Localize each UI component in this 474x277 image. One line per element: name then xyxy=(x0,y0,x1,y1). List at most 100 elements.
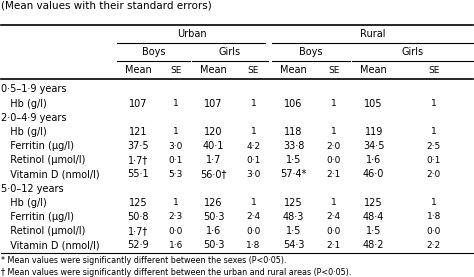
Text: 0·0: 0·0 xyxy=(169,227,183,236)
Text: SE: SE xyxy=(428,66,439,75)
Text: 1·7: 1·7 xyxy=(206,155,221,165)
Text: Hb (g/l): Hb (g/l) xyxy=(4,198,46,208)
Text: 0·1: 0·1 xyxy=(169,156,183,165)
Text: Retinol (μmol/l): Retinol (μmol/l) xyxy=(4,155,85,165)
Text: 1: 1 xyxy=(431,99,437,108)
Text: Ferritin (μg/l): Ferritin (μg/l) xyxy=(4,141,74,151)
Text: 2·4: 2·4 xyxy=(246,212,261,222)
Text: 1: 1 xyxy=(331,198,337,207)
Text: 1: 1 xyxy=(173,127,179,136)
Text: 0·0: 0·0 xyxy=(327,156,341,165)
Text: 46·0: 46·0 xyxy=(363,170,384,179)
Text: 1·5: 1·5 xyxy=(366,226,382,236)
Text: 1: 1 xyxy=(251,99,256,108)
Text: † Mean values were significantly different between the urban and rural areas (P<: † Mean values were significantly differe… xyxy=(1,268,352,277)
Text: 1: 1 xyxy=(431,198,437,207)
Text: 55·1: 55·1 xyxy=(127,170,149,179)
Text: 56·0†: 56·0† xyxy=(200,170,227,179)
Text: 126: 126 xyxy=(204,198,223,208)
Text: 107: 107 xyxy=(204,99,223,109)
Text: (Mean values with their standard errors): (Mean values with their standard errors) xyxy=(1,1,212,11)
Text: 1·8: 1·8 xyxy=(427,212,441,222)
Text: 50·3: 50·3 xyxy=(203,240,224,250)
Text: 50·8: 50·8 xyxy=(128,212,149,222)
Text: 37·5: 37·5 xyxy=(127,141,149,151)
Text: 33·8: 33·8 xyxy=(283,141,304,151)
Text: 0·0: 0·0 xyxy=(246,227,261,236)
Text: 0·1: 0·1 xyxy=(427,156,441,165)
Text: 1·7†: 1·7† xyxy=(128,155,148,165)
Text: 2·4: 2·4 xyxy=(327,212,341,222)
Text: 52·9: 52·9 xyxy=(127,240,149,250)
Text: Hb (g/l): Hb (g/l) xyxy=(4,127,46,137)
Text: * Mean values were significantly different between the sexes (P<0·05).: * Mean values were significantly differe… xyxy=(1,256,287,265)
Text: 2·2: 2·2 xyxy=(427,241,441,250)
Text: Mean: Mean xyxy=(280,65,307,75)
Text: Girls: Girls xyxy=(219,47,241,57)
Text: 2·0: 2·0 xyxy=(327,142,341,151)
Text: 1: 1 xyxy=(251,127,256,136)
Text: SE: SE xyxy=(170,66,182,75)
Text: 57·4*: 57·4* xyxy=(280,170,307,179)
Text: 1·6: 1·6 xyxy=(169,241,183,250)
Text: 34·5: 34·5 xyxy=(363,141,384,151)
Text: 2·0: 2·0 xyxy=(427,170,441,179)
Text: 1: 1 xyxy=(173,99,179,108)
Text: 0·1: 0·1 xyxy=(246,156,261,165)
Text: 106: 106 xyxy=(284,99,303,109)
Text: 3·0: 3·0 xyxy=(246,170,261,179)
Text: 1·6: 1·6 xyxy=(206,226,221,236)
Text: 2·1: 2·1 xyxy=(327,170,341,179)
Text: Girls: Girls xyxy=(401,47,424,57)
Text: Vitamin D (nmol/l): Vitamin D (nmol/l) xyxy=(4,170,100,179)
Text: SE: SE xyxy=(248,66,259,75)
Text: 4·2: 4·2 xyxy=(246,142,261,151)
Text: 1·7†: 1·7† xyxy=(128,226,148,236)
Text: 3·0: 3·0 xyxy=(169,142,183,151)
Text: 125: 125 xyxy=(284,198,303,208)
Text: 125: 125 xyxy=(129,198,147,208)
Text: Boys: Boys xyxy=(300,47,323,57)
Text: Rural: Rural xyxy=(360,29,385,39)
Text: 2·3: 2·3 xyxy=(169,212,183,222)
Text: Urban: Urban xyxy=(177,29,207,39)
Text: 40·1: 40·1 xyxy=(203,141,224,151)
Text: 48·2: 48·2 xyxy=(363,240,384,250)
Text: 0·5–1·9 years: 0·5–1·9 years xyxy=(1,84,67,94)
Text: 1·5: 1·5 xyxy=(286,226,301,236)
Text: Vitamin D (nmol/l): Vitamin D (nmol/l) xyxy=(4,240,100,250)
Text: Ferritin (μg/l): Ferritin (μg/l) xyxy=(4,212,74,222)
Text: 5·0–12 years: 5·0–12 years xyxy=(1,184,64,194)
Text: Retinol (μmol/l): Retinol (μmol/l) xyxy=(4,226,85,236)
Text: 1·6: 1·6 xyxy=(366,155,381,165)
Text: 48·3: 48·3 xyxy=(283,212,304,222)
Text: 107: 107 xyxy=(129,99,147,109)
Text: 105: 105 xyxy=(365,99,383,109)
Text: 1·5: 1·5 xyxy=(286,155,301,165)
Text: 48·4: 48·4 xyxy=(363,212,384,222)
Text: Boys: Boys xyxy=(142,47,165,57)
Text: 121: 121 xyxy=(129,127,147,137)
Text: 1: 1 xyxy=(331,99,337,108)
Text: 2·5: 2·5 xyxy=(427,142,441,151)
Text: 0·0: 0·0 xyxy=(427,227,441,236)
Text: 50·3: 50·3 xyxy=(203,212,224,222)
Text: Mean: Mean xyxy=(360,65,387,75)
Text: 54·3: 54·3 xyxy=(283,240,304,250)
Text: 125: 125 xyxy=(365,198,383,208)
Text: 1·8: 1·8 xyxy=(246,241,261,250)
Text: 2·1: 2·1 xyxy=(327,241,341,250)
Text: 5·3: 5·3 xyxy=(169,170,183,179)
Text: Hb (g/l): Hb (g/l) xyxy=(4,99,46,109)
Text: 1: 1 xyxy=(431,127,437,136)
Text: Mean: Mean xyxy=(125,65,151,75)
Text: 0·0: 0·0 xyxy=(327,227,341,236)
Text: Mean: Mean xyxy=(200,65,227,75)
Text: 119: 119 xyxy=(365,127,383,137)
Text: 120: 120 xyxy=(204,127,223,137)
Text: 1: 1 xyxy=(173,198,179,207)
Text: 1: 1 xyxy=(331,127,337,136)
Text: 2·0–4·9 years: 2·0–4·9 years xyxy=(1,113,67,123)
Text: 118: 118 xyxy=(284,127,303,137)
Text: 1: 1 xyxy=(251,198,256,207)
